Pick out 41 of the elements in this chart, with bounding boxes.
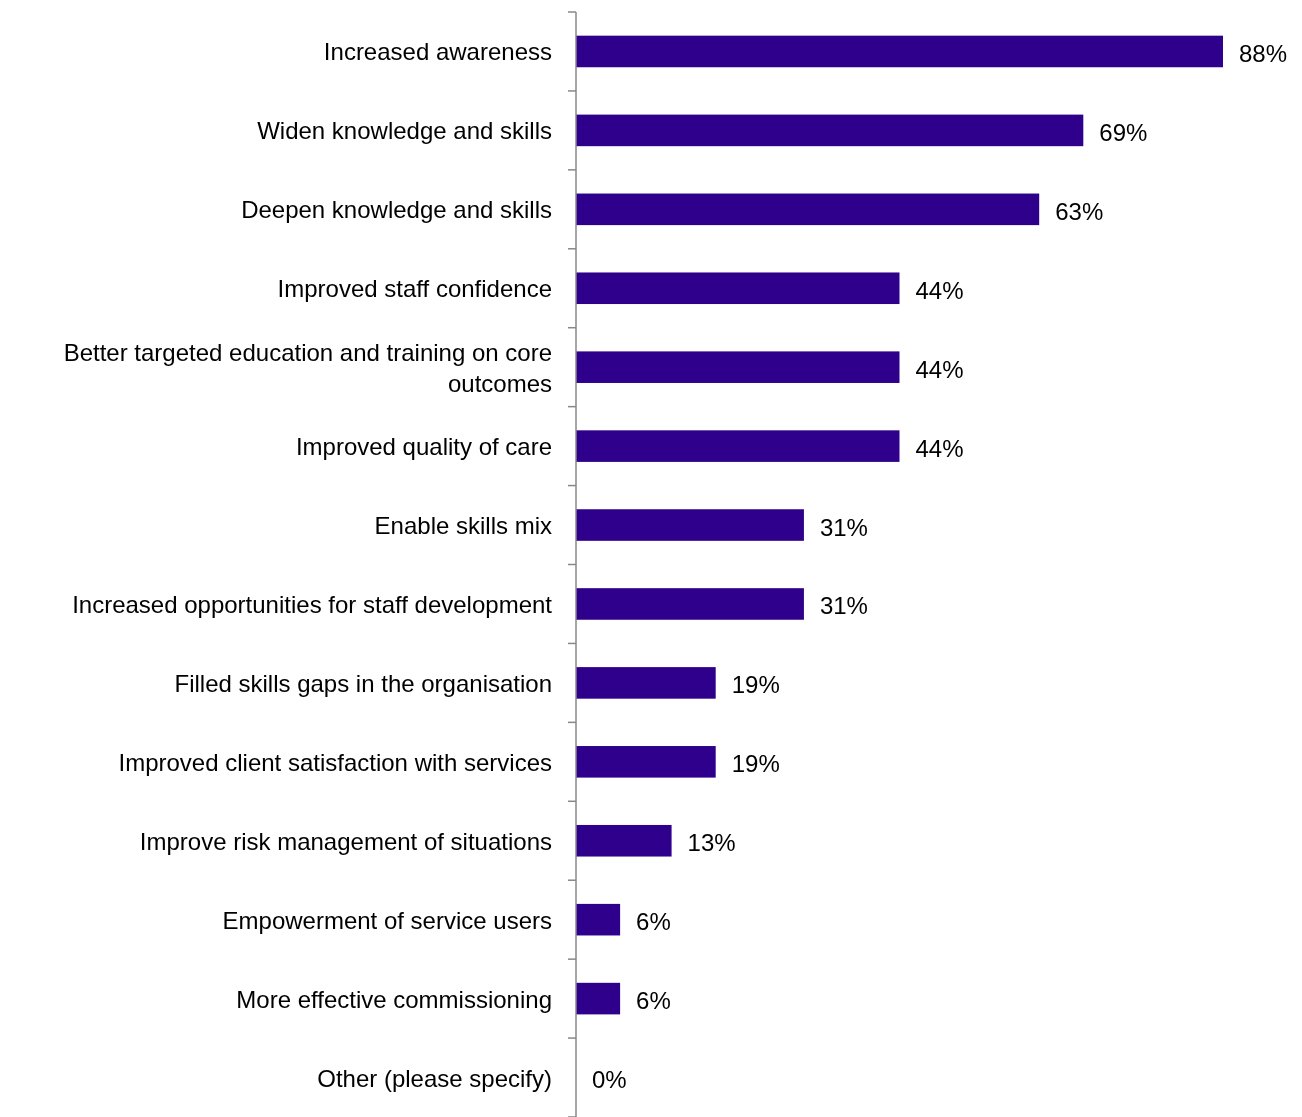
data-label: 31% xyxy=(819,592,868,620)
data-label: 19% xyxy=(731,750,780,778)
data-label: 13% xyxy=(687,829,736,857)
bar xyxy=(576,272,900,305)
bar xyxy=(576,746,716,778)
data-label: 88% xyxy=(1239,39,1288,67)
bar xyxy=(576,509,804,541)
data-label: 44% xyxy=(915,276,964,304)
y-tick-label: Filled skills gaps in the organisation xyxy=(174,669,552,697)
y-tick-label: Widen knowledge and skills xyxy=(257,116,552,144)
y-tick-label: Improved client satisfaction with services xyxy=(118,748,552,776)
bar xyxy=(576,430,900,462)
bar xyxy=(576,667,716,699)
data-label: 0% xyxy=(592,1066,627,1094)
bar xyxy=(576,903,621,936)
y-tick-label: Improve risk management of situations xyxy=(139,827,552,855)
y-tick-label: Increased opportunities for staff development xyxy=(72,590,553,618)
bar xyxy=(576,982,621,1015)
bar xyxy=(576,351,900,383)
data-label: 19% xyxy=(731,671,780,699)
data-label: 31% xyxy=(819,513,868,541)
data-label: 63% xyxy=(1055,197,1104,225)
y-tick-label: Better targeted education and training on core outcomes xyxy=(63,338,552,397)
bar xyxy=(576,35,1223,68)
bar xyxy=(576,193,1040,226)
y-tick-label: Other (please specify) xyxy=(317,1064,552,1092)
bar xyxy=(576,588,804,620)
data-label: 44% xyxy=(915,434,964,462)
bar xyxy=(576,824,672,857)
data-label: 6% xyxy=(636,987,671,1015)
bar xyxy=(576,114,1084,147)
y-tick-label: Increased awareness xyxy=(323,37,552,65)
y-tick-label: Deepen knowledge and skills xyxy=(241,195,552,223)
y-tick-label: Enable skills mix xyxy=(374,511,552,539)
y-tick-label: Improved quality of care xyxy=(295,432,552,460)
data-label: 6% xyxy=(636,908,671,936)
y-tick-label: Improved staff confidence xyxy=(277,274,552,302)
y-tick-label: More effective commissioning xyxy=(236,985,552,1013)
data-label: 44% xyxy=(915,355,964,383)
data-label: 69% xyxy=(1099,118,1148,146)
y-tick-label: Empowerment of service users xyxy=(222,906,552,934)
